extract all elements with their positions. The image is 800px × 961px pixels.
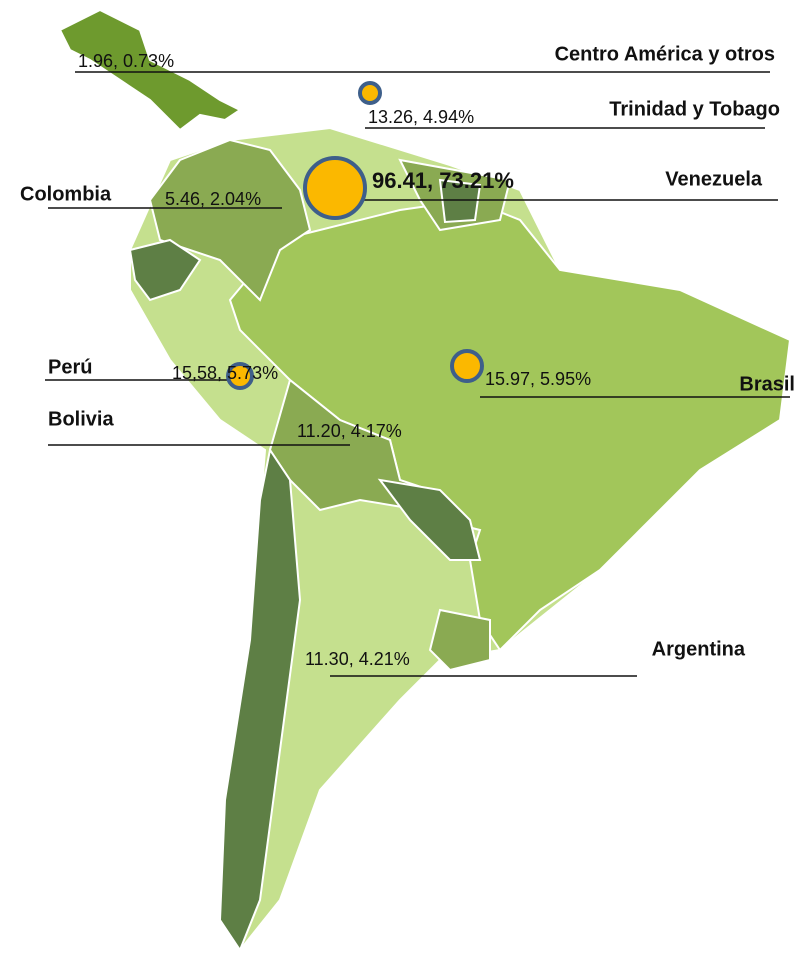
region-value: 1.96, 0.73% xyxy=(78,51,174,71)
labels: Centro América y otros 1.96, 0.73% Trinida… xyxy=(20,43,795,677)
region-value: 11.30, 4.21% xyxy=(305,649,410,669)
chile xyxy=(218,447,302,953)
bubble xyxy=(303,156,367,220)
region-name: Trinidad y Tobago xyxy=(609,98,780,120)
guyana-mid xyxy=(438,178,482,224)
region-value: 11.20, 4.17% xyxy=(297,421,402,441)
bubble xyxy=(358,81,382,105)
region-value: 5.46, 2.04% xyxy=(165,189,261,209)
central-america xyxy=(58,8,242,132)
colombia xyxy=(148,138,312,302)
bubble xyxy=(450,349,484,383)
region-name: Bolivia xyxy=(48,408,114,430)
ecuador xyxy=(128,238,202,302)
region-name: Argentina xyxy=(652,638,746,660)
region-value: 96.41, 73.21% xyxy=(372,168,514,193)
paraguay xyxy=(377,478,482,561)
bubble xyxy=(226,362,254,390)
region-value: 13.26, 4.94% xyxy=(368,107,474,127)
region-value: 15.97, 5.95% xyxy=(485,369,591,389)
region-name: Venezuela xyxy=(665,168,763,190)
uruguay xyxy=(428,608,491,672)
region-name: Centro América y otros xyxy=(555,43,775,65)
region-name: Colombia xyxy=(20,183,112,205)
countries xyxy=(58,8,792,953)
region-name: Brasil xyxy=(739,373,795,395)
region-value: 15,58, 5.73% xyxy=(172,363,278,383)
region-name: Perú xyxy=(48,356,92,378)
